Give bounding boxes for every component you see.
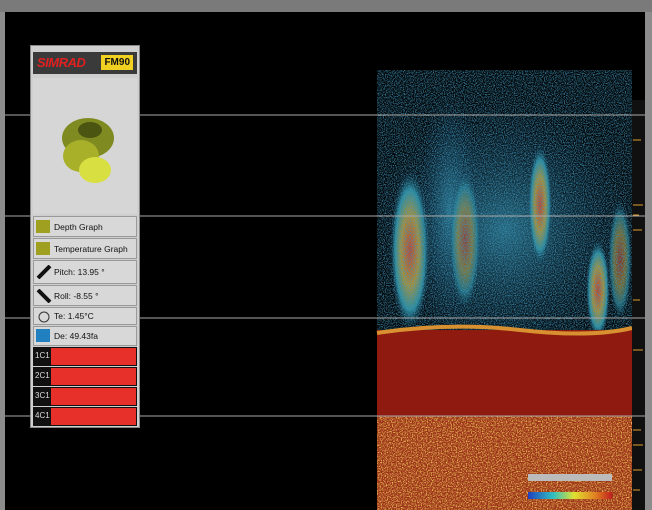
channel[interactable]: 2C1: [33, 367, 137, 386]
depth-graph-button[interactable]: Depth Graph: [33, 216, 137, 237]
brand: SIMRAD: [37, 55, 86, 70]
channel-label: 3C1: [35, 391, 50, 400]
depth: De: 49.43fa: [54, 331, 98, 341]
title-bar: [0, 0, 652, 12]
side-ticks: [633, 139, 643, 491]
bottom-line: [376, 324, 633, 336]
depth-field[interactable]: De: 49.43fa: [33, 326, 137, 346]
channel[interactable]: 1C1: [33, 347, 137, 366]
button-label: Depth Graph: [54, 221, 103, 232]
water-column: [375, 70, 635, 360]
model: FM90: [101, 55, 133, 70]
roll: Roll: -8.55 °: [54, 290, 99, 301]
gain-slider[interactable]: [528, 474, 612, 481]
channel-label: 4C1: [35, 411, 50, 420]
temperature: Te: 1.45°C: [54, 311, 94, 321]
temperature-graph-button[interactable]: Temperature Graph: [33, 238, 137, 259]
transducer-3d: [62, 118, 114, 183]
channel-label: 1C1: [35, 351, 50, 360]
panel-header: SIMRAD FM90: [33, 52, 137, 74]
channel[interactable]: 3C1: [33, 387, 137, 406]
button-label: Temperature Graph: [54, 243, 128, 254]
control-panel: SIMRAD FM90 Depth Graph Temperature Grap…: [30, 45, 140, 428]
temperature-field[interactable]: Te: 1.45°C: [33, 307, 137, 325]
transducer-view: [33, 78, 137, 214]
pitch-field: Pitch: 13.95 °: [33, 260, 137, 284]
seabed: [377, 330, 632, 416]
channel[interactable]: 4C1: [33, 407, 137, 426]
channel-label: 2C1: [35, 371, 50, 380]
color-scale: [528, 492, 612, 499]
side-strip: [632, 100, 645, 510]
roll-field: Roll: -8.55 °: [33, 285, 137, 306]
pitch: Pitch: 13.95 °: [54, 267, 105, 277]
